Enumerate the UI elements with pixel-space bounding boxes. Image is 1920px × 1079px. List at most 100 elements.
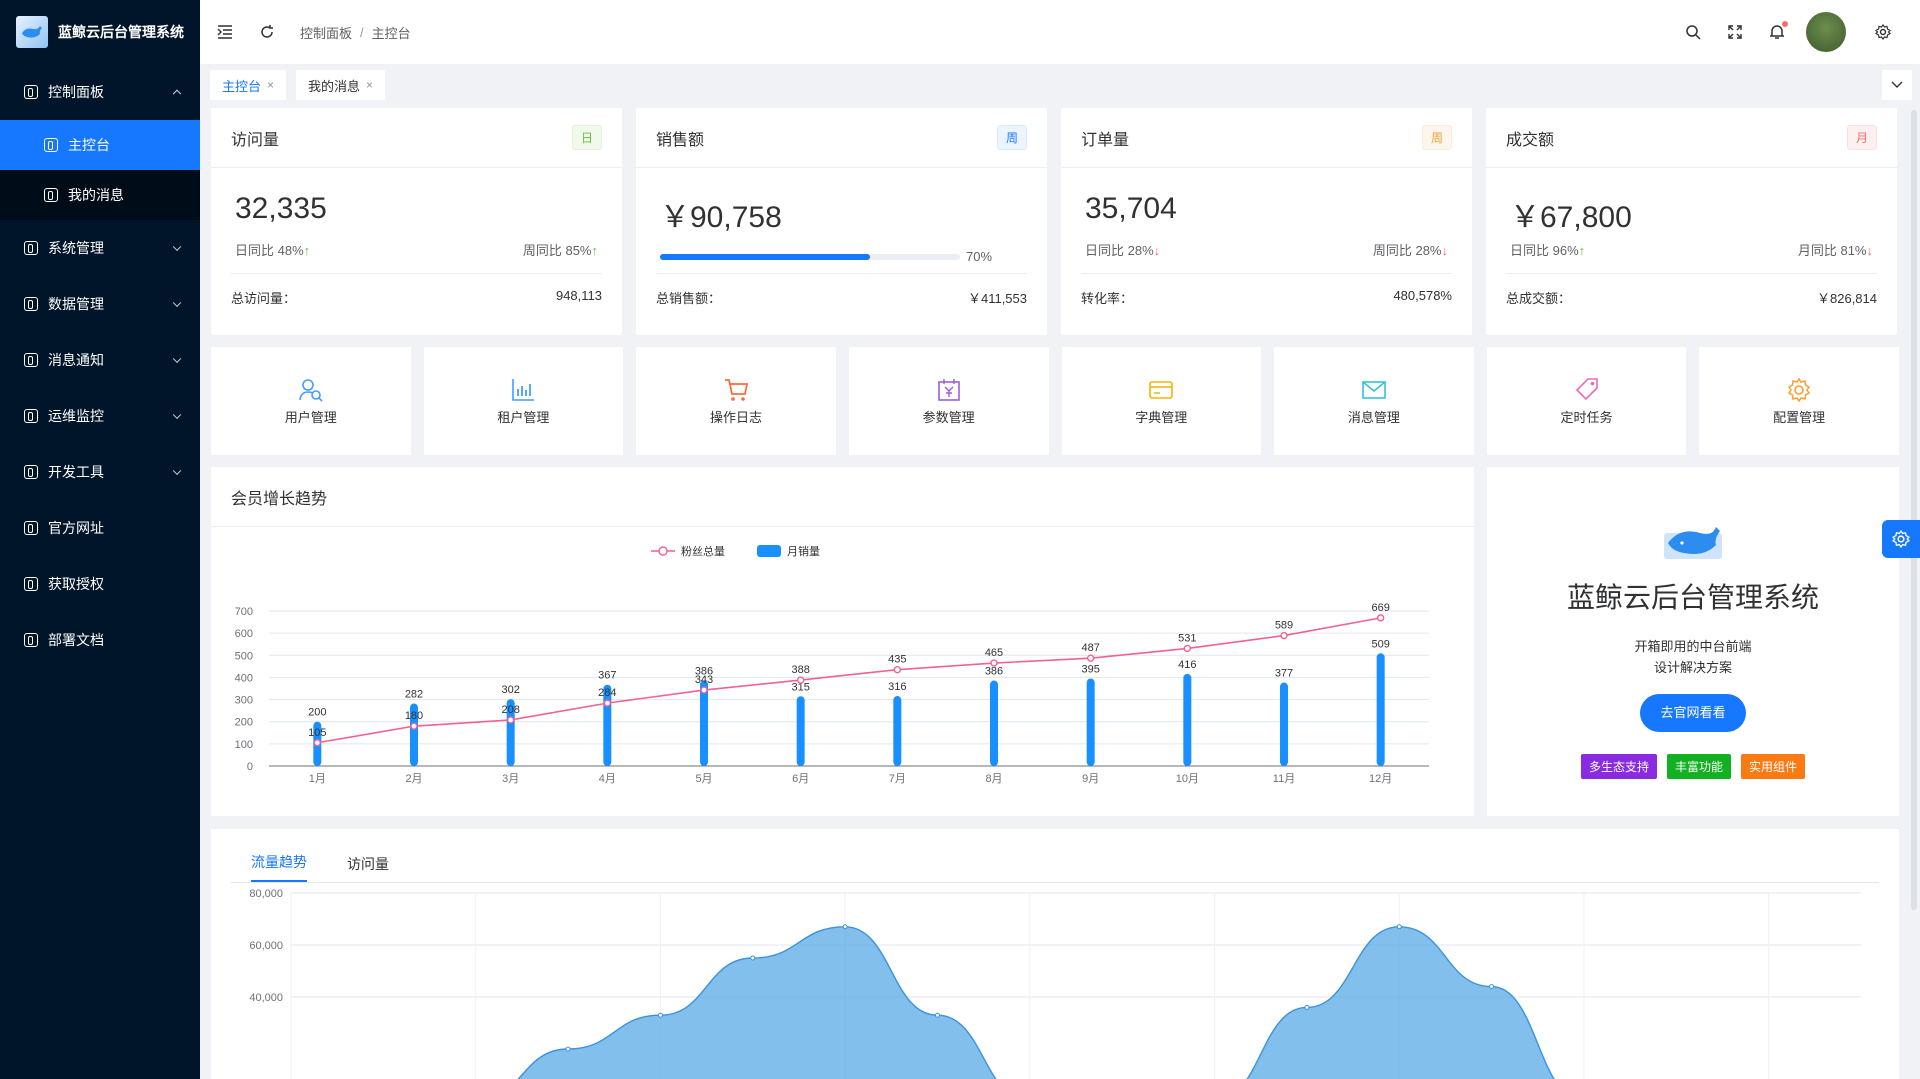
chart-row: 会员增长趋势 0 100 200 300 400 500 600 700 1月 2月 3月 4月 5月 6… — [211, 467, 1899, 816]
arrow-down-icon: ↓ — [1153, 243, 1161, 258]
sidebar-item-docs[interactable]: 部署文档 — [0, 612, 200, 668]
sidebar-item-dashboard[interactable]: 控制面板 — [0, 64, 200, 120]
sidebar-item-notify[interactable]: 消息通知 — [0, 332, 200, 388]
chevron-down-icon — [172, 298, 182, 308]
foot-label: 转化率： — [1081, 291, 1134, 306]
x-tick-label: 2月 — [405, 773, 422, 785]
sidebar-item-system[interactable]: 系统管理 — [0, 220, 200, 276]
stat-comparison: 日同比 28%↓ 周同比 28%↓ — [1081, 240, 1452, 274]
menu-fold-icon[interactable] — [216, 23, 234, 41]
close-icon[interactable]: × — [267, 78, 275, 92]
toggle-icon — [24, 577, 38, 591]
logo[interactable]: 蓝鲸云后台管理系统 — [0, 0, 200, 64]
breadcrumb-separator: / — [360, 24, 364, 40]
sidebar-item-my-messages[interactable]: 我的消息 — [0, 170, 200, 220]
chevron-down-icon — [172, 410, 182, 420]
stat-title: 订单量 — [1081, 131, 1130, 149]
traffic-tabs: 流量趋势 访问量 — [231, 829, 1879, 883]
area-point — [1489, 984, 1495, 990]
area-point — [842, 924, 848, 930]
line-data-label: 435 — [888, 654, 906, 666]
bar — [1280, 682, 1288, 766]
promo-title: 蓝鲸云后台管理系统 — [1566, 582, 1819, 613]
bar — [1183, 673, 1192, 766]
shortcut-config-management[interactable]: 配置管理 — [1699, 347, 1899, 455]
line-data-label: 180 — [405, 710, 423, 722]
chart-title: 会员增长趋势 — [231, 490, 328, 508]
gear-icon[interactable] — [1874, 23, 1892, 41]
tab-traffic-trend[interactable]: 流量趋势 — [251, 852, 307, 882]
x-tick-label: 9月 — [1082, 773, 1099, 785]
fullscreen-icon[interactable] — [1726, 23, 1744, 41]
bar-data-label: 386 — [985, 666, 1003, 678]
bar-data-label: 509 — [1371, 638, 1389, 650]
settings-float-button[interactable] — [1882, 520, 1920, 558]
bar-data-label: 316 — [888, 681, 906, 693]
sidebar-item-monitor[interactable]: 运维监控 — [0, 388, 200, 444]
legend-line-marker — [658, 546, 668, 556]
sidebar-item-label: 部署文档 — [48, 632, 104, 648]
chevron-down-icon — [1891, 81, 1903, 88]
bell-icon[interactable] — [1768, 21, 1788, 41]
arrow-up-icon: ↑ — [1578, 243, 1586, 258]
area-point — [750, 955, 756, 961]
mail-icon — [1361, 377, 1387, 403]
shortcut-scheduled-tasks[interactable]: 定时任务 — [1486, 347, 1687, 455]
chevron-up-icon — [172, 89, 182, 99]
line-point — [796, 676, 805, 684]
bar — [410, 703, 418, 766]
stats-row: 访问量日 32,335 日同比 48%↑ 周同比 85%↑ 总访问量： 948,1… — [211, 108, 1899, 335]
toggle-icon — [24, 297, 38, 311]
close-icon[interactable]: × — [366, 78, 374, 92]
area-fill — [518, 926, 1555, 1079]
breadcrumb-item[interactable]: 控制面板 — [300, 25, 353, 41]
sidebar-submenu-dashboard: 主控台 我的消息 — [0, 120, 200, 220]
tabs-bar: 主控台 × 我的消息 × — [200, 64, 1920, 106]
avatar[interactable] — [1806, 12, 1846, 52]
x-tick-label: 7月 — [889, 773, 906, 785]
shortcut-user-management[interactable]: 用户管理 — [211, 347, 411, 455]
sidebar-item-website[interactable]: 官方网址 — [0, 500, 200, 556]
shortcut-tenant-management[interactable]: 租户管理 — [423, 347, 624, 455]
tab-label: 我的消息 — [308, 78, 361, 94]
shortcut-dict-management[interactable]: 字典管理 — [1061, 347, 1262, 455]
foot-value: 948,113 — [555, 288, 602, 303]
y-tick-label: 300 — [235, 695, 253, 707]
sidebar-item-main-console[interactable]: 主控台 — [0, 120, 200, 170]
sidebar-item-license[interactable]: 获取授权 — [0, 556, 200, 612]
line-data-label: 343 — [695, 674, 713, 686]
line-point — [506, 716, 515, 724]
page-scrollbar[interactable] — [1911, 110, 1917, 910]
y-tick-label: 60,000 — [249, 940, 283, 952]
sidebar-item-devtools[interactable]: 开发工具 — [0, 444, 200, 500]
x-tick-label: 4月 — [599, 773, 616, 785]
shortcut-message-management[interactable]: 消息管理 — [1274, 347, 1474, 455]
shortcut-label: 消息管理 — [1347, 409, 1400, 425]
bar — [990, 680, 998, 766]
tab-my-messages[interactable]: 我的消息 × — [296, 70, 386, 100]
tab-main-console[interactable]: 主控台 × — [210, 70, 287, 100]
whale-logo-icon — [16, 16, 48, 48]
line-point — [1376, 614, 1385, 622]
tabs-dropdown-button[interactable] — [1882, 70, 1912, 100]
toggle-icon — [24, 521, 38, 535]
shortcut-param-management[interactable]: 参数管理 — [848, 347, 1049, 455]
tab-visits[interactable]: 访问量 — [347, 856, 389, 872]
visit-website-button[interactable]: 去官网看看 — [1640, 694, 1746, 732]
bar-data-label: 315 — [791, 681, 809, 693]
search-icon[interactable] — [1684, 23, 1702, 41]
y-tick-label: 0 — [247, 761, 253, 773]
stat-title: 访问量 — [231, 131, 280, 149]
line-data-label: 531 — [1178, 632, 1196, 644]
shortcut-label: 字典管理 — [1135, 409, 1188, 425]
bar — [1376, 653, 1385, 766]
sidebar-item-data[interactable]: 数据管理 — [0, 276, 200, 332]
sidebar-item-label: 主控台 — [68, 137, 110, 153]
sidebar-item-label: 我的消息 — [68, 187, 124, 203]
sidebar-item-label: 系统管理 — [48, 240, 104, 256]
shortcut-operation-log[interactable]: 操作日志 — [636, 347, 836, 455]
promo-subtitle: 开箱即用的中台前端 设计解决方案 — [1634, 636, 1751, 678]
progress-fill — [660, 253, 870, 260]
feature-tag: 实用组件 — [1741, 754, 1806, 779]
refresh-icon[interactable] — [258, 23, 276, 41]
